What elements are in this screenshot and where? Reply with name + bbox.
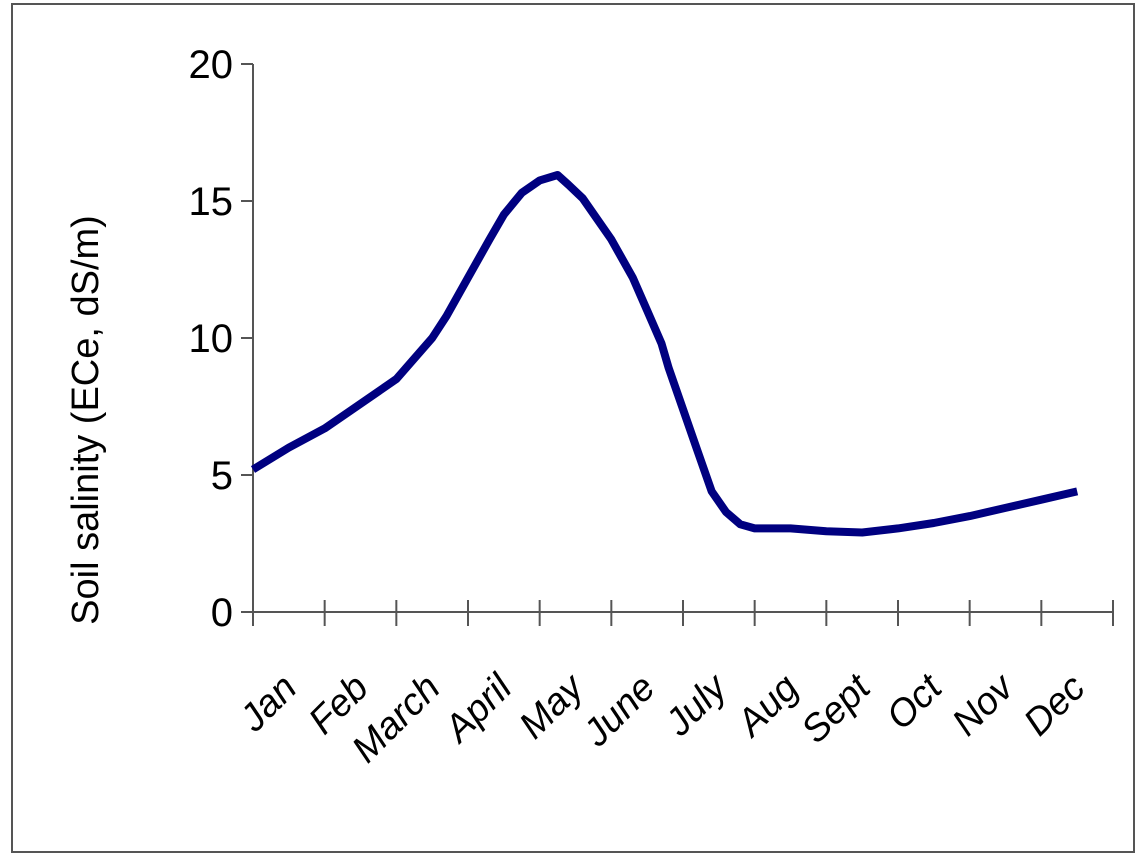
series-group (250, 171, 1079, 537)
x-category-label: May (511, 665, 593, 747)
x-category-label: Dec (1016, 667, 1093, 744)
x-category-label: Sept (794, 666, 880, 752)
x-category-label: July (657, 665, 737, 745)
y-tick-label: 20 (189, 43, 234, 87)
y-tick-label: 10 (189, 317, 234, 361)
x-category-label: Aug (728, 667, 807, 746)
y-axis-title: Soil salinity (ECe, dS/m) (65, 215, 107, 625)
x-category-label: Nov (944, 665, 1023, 744)
y-tick-label: 15 (189, 180, 234, 224)
series-line (250, 171, 1079, 537)
chart-frame (11, 3, 1135, 853)
x-category-label: Oct (879, 666, 952, 739)
y-tick-label: 5 (211, 454, 233, 498)
y-axis: 0 5 10 15 20 (189, 43, 254, 635)
x-category-label: Jan (231, 667, 305, 741)
x-category-label: June (575, 667, 664, 756)
y-tick-label: 0 (211, 591, 233, 635)
x-category-label: April (435, 666, 521, 752)
